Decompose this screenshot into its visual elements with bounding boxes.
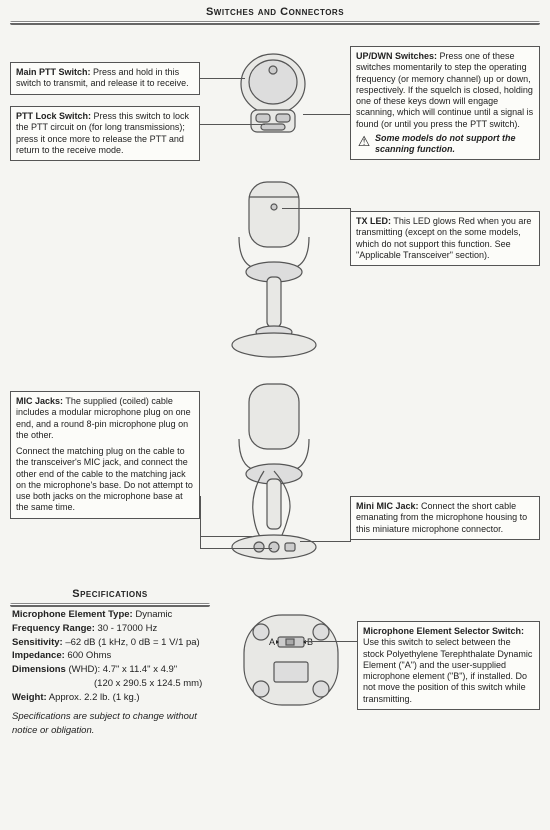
svg-text:B: B (307, 637, 313, 647)
callout-selector: Microphone Element Selector Switch: Use … (357, 621, 540, 710)
leader-selector (305, 641, 357, 642)
leader-minimic (300, 541, 350, 542)
spec-l1a: Microphone Element Type: (12, 609, 133, 620)
leader-micjacks-2 (200, 548, 272, 549)
leader-micjacks-1 (200, 536, 252, 537)
spec-l5a: Dimensions (12, 664, 66, 675)
spec-l4b: 600 Ohms (65, 650, 111, 661)
leader-micjacks-1v (200, 496, 201, 548)
text-updwn-warn: Some models do not support the scanning … (372, 133, 534, 156)
leader-ptt-lock (200, 124, 265, 125)
label-ptt-lock: PTT Lock Switch: (16, 111, 91, 121)
spec-l2a: Frequency Range: (12, 623, 95, 634)
text-selector: Use this switch to select between the st… (363, 637, 532, 703)
spec-l3a: Sensitivity: (12, 637, 63, 648)
spec-l2b: 30 - 17000 Hz (95, 623, 157, 634)
hr-specs (10, 603, 210, 607)
section-title-switches: Switches and Connectors (0, 6, 550, 18)
leader-main-ptt (200, 78, 245, 79)
text-micjacks-2: Connect the matching plug on the cable t… (16, 446, 193, 512)
spec-note: Specifications are subject to change wit… (12, 710, 222, 738)
label-micjacks: MIC Jacks: (16, 396, 63, 406)
leader-minimic-v (350, 530, 351, 542)
warning-icon: ⚠ (356, 133, 372, 151)
spec-l4a: Impedance: (12, 650, 65, 661)
specs-block: Microphone Element Type: Dynamic Frequen… (12, 608, 222, 738)
callout-minimic: Mini MIC Jack: Connect the short cable e… (350, 496, 540, 540)
section-title-specs: Specifications (0, 588, 220, 600)
leader-updwn (303, 114, 350, 115)
label-txled: TX LED: (356, 216, 391, 226)
illus-mic-front (218, 176, 330, 363)
spec-l1b: Dynamic (133, 609, 173, 620)
callout-txled: TX LED: This LED glows Red when you are … (350, 211, 540, 266)
hr-switches (10, 21, 540, 25)
spec-l5b: (WHD): 4.7" x 11.4" x 4.9" (66, 664, 177, 675)
text-updwn: Press one of these switches momentarily … (356, 51, 533, 129)
label-updwn: UP/DWN Switches: (356, 51, 437, 61)
leader-txled (282, 208, 350, 209)
svg-text:A: A (269, 637, 275, 647)
spec-l3b: –62 dB (1 kHz, 0 dB = 1 V/1 pa) (63, 637, 200, 648)
callout-ptt-lock: PTT Lock Switch: Press this switch to lo… (10, 106, 200, 161)
illus-base-bottom: A B (235, 606, 347, 713)
leader-txled-v (350, 208, 351, 218)
label-selector: Microphone Element Selector Switch: (363, 626, 524, 636)
label-minimic: Mini MIC Jack: (356, 501, 419, 511)
callout-main-ptt: Main PTT Switch: Press and hold in this … (10, 62, 200, 95)
spec-l5c: (120 x 290.5 x 124.5 mm) (94, 678, 202, 689)
spec-l6a: Weight: (12, 692, 47, 703)
callout-updwn: UP/DWN Switches: Press one of these swit… (350, 46, 540, 160)
label-main-ptt: Main PTT Switch: (16, 67, 91, 77)
callout-micjacks: MIC Jacks: The supplied (coiled) cable i… (10, 391, 200, 519)
spec-l6b: Approx. 2.2 lb. (1 kg.) (47, 692, 140, 703)
